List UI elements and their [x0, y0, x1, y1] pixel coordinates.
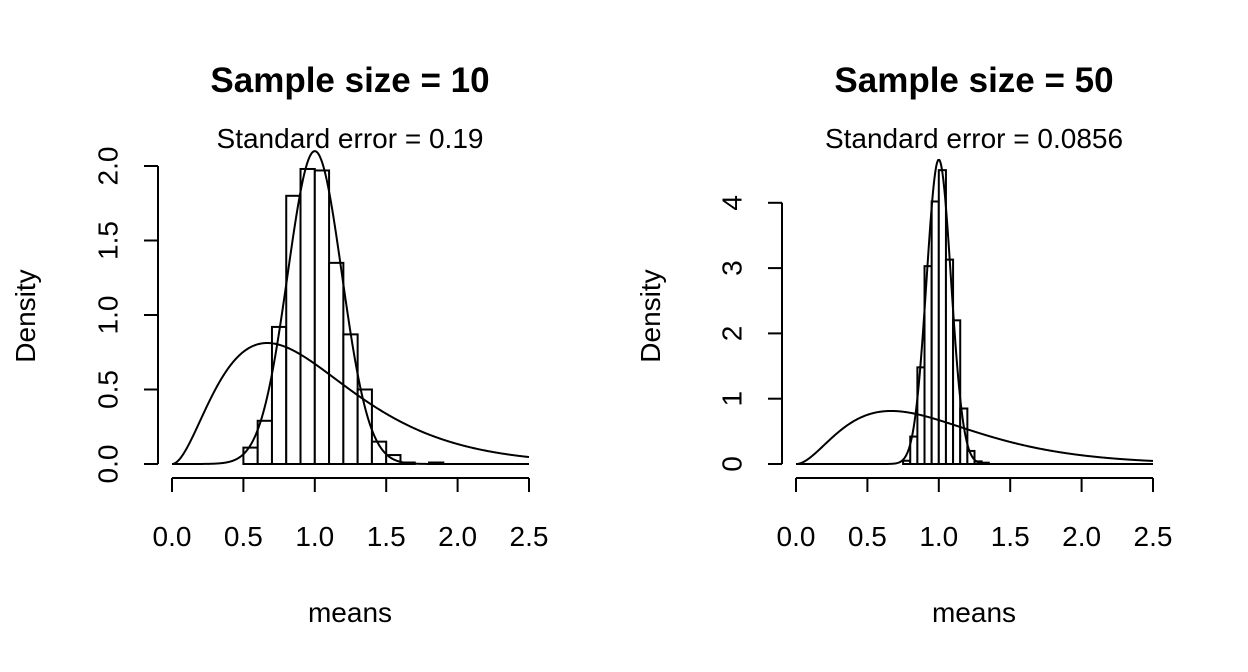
density-curves	[171, 150, 530, 465]
population-density-curve	[171, 342, 530, 465]
population-density-curve	[795, 409, 1154, 465]
x-axis: 0.0 0.5 1.0 1.5 2.0 2.5	[153, 477, 549, 552]
x-tick-label: 0.5	[848, 521, 887, 552]
y-axis-label: Density	[10, 269, 41, 362]
histogram-bar	[902, 459, 912, 465]
normal-density-curve	[172, 150, 529, 465]
histogram-bar	[356, 388, 373, 465]
x-tick-label: 0.5	[224, 521, 263, 552]
y-axis-label: Density	[635, 269, 666, 362]
x-axis-label: means	[308, 597, 392, 628]
y-axis: 0.0 0.5 1.0 1.5 2.0	[93, 147, 159, 484]
normal-density-curve	[796, 158, 1153, 465]
y-tick-label: 1	[717, 391, 748, 407]
x-tick-label: 1.0	[919, 521, 958, 552]
x-axis: 0.0 0.5 1.0 1.5 2.0 2.5	[777, 477, 1173, 552]
histogram-bar	[342, 333, 359, 465]
density-curves	[795, 158, 1154, 465]
histogram-bar	[930, 200, 940, 466]
histogram-bar	[328, 261, 345, 465]
y-tick-label: 0.5	[93, 370, 124, 409]
panel-sample-size-50: Sample size = 50 Standard error = 0.0856…	[635, 61, 1172, 628]
histogram-bar	[242, 446, 259, 465]
y-tick-label: 0.0	[93, 445, 124, 484]
y-tick-label: 2.0	[93, 147, 124, 186]
chart-subtitle: Standard error = 0.0856	[825, 123, 1123, 154]
chart-title: Sample size = 50	[834, 61, 1113, 100]
chart-title: Sample size = 10	[210, 61, 489, 100]
histogram-bar	[313, 169, 331, 465]
histogram-bar	[959, 407, 969, 465]
histogram-bar	[299, 167, 316, 465]
x-tick-label: 0.0	[153, 521, 192, 552]
x-tick-label: 2.0	[438, 521, 477, 552]
y-tick-label: 2	[717, 326, 748, 342]
histogram-bar	[256, 419, 273, 466]
x-tick-label: 0.0	[777, 521, 816, 552]
x-tick-label: 2.0	[1062, 521, 1101, 552]
x-axis-label: means	[932, 597, 1016, 628]
x-tick-label: 2.5	[510, 521, 549, 552]
x-tick-label: 2.5	[1134, 521, 1173, 552]
y-tick-label: 3	[717, 260, 748, 276]
histogram-bar	[966, 449, 976, 466]
y-axis: 0 1 2 3 4	[717, 195, 783, 472]
x-tick-label: 1.5	[367, 521, 406, 552]
histogram-bars	[242, 167, 445, 466]
x-tick-label: 1.0	[295, 521, 334, 552]
chart-subtitle: Standard error = 0.19	[217, 123, 484, 154]
y-tick-label: 1.0	[93, 296, 124, 335]
y-tick-label: 1.5	[93, 221, 124, 260]
histogram-bar	[270, 325, 288, 466]
y-tick-label: 0	[717, 456, 748, 472]
x-tick-label: 1.5	[991, 521, 1030, 552]
panel-sample-size-10: Sample size = 10 Standard error = 0.19 m…	[10, 61, 548, 628]
y-tick-label: 4	[717, 195, 748, 211]
